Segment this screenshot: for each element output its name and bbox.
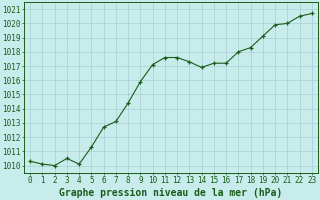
X-axis label: Graphe pression niveau de la mer (hPa): Graphe pression niveau de la mer (hPa) (60, 188, 283, 198)
